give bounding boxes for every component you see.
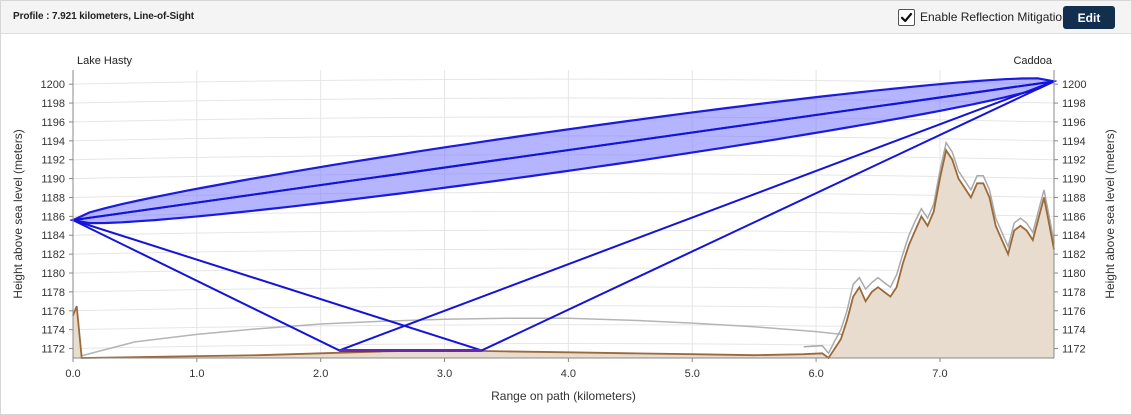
y-tick-label-right: 1198 (1062, 98, 1086, 110)
y-tick-label: 1192 (41, 155, 65, 167)
terrain-clutter-line (803, 140, 1055, 355)
y-tick-label-right: 1188 (1062, 192, 1086, 204)
y-tick-label-right: 1174 (1062, 325, 1086, 337)
chart-labels: Range on path (kilometers) Height above s… (11, 55, 1117, 403)
x-tick-label: 0.0 (65, 368, 80, 380)
checkmark-icon (900, 12, 913, 22)
x-tick-label: 5.0 (685, 368, 700, 380)
y-tick-label-right: 1178 (1062, 287, 1086, 299)
y-tick-label: 1190 (41, 174, 65, 186)
y-tick-label-right: 1200 (1062, 79, 1086, 91)
end-site-label: Caddoa (1013, 55, 1052, 67)
x-tick-label: 7.0 (932, 368, 947, 380)
y-tick-label: 1178 (41, 287, 65, 299)
x-tick-label: 2.0 (313, 368, 328, 380)
x-tick-label: 6.0 (808, 368, 823, 380)
y-axis-title-left: Height above sea level (meters) (11, 129, 25, 298)
terrain-layer (72, 140, 1055, 360)
y-tick-label-right: 1176 (1062, 306, 1086, 318)
y-tick-label: 1198 (41, 98, 65, 110)
y-tick-label-right: 1190 (1062, 174, 1086, 186)
profile-title: Profile : 7.921 kilometers, Line-of-Sigh… (13, 11, 194, 22)
terrain-line (72, 148, 1055, 360)
y-tick-label: 1176 (41, 306, 65, 318)
x-tick-label: 1.0 (189, 368, 204, 380)
profile-toolbar: Profile : 7.921 kilometers, Line-of-Sigh… (1, 1, 1131, 34)
reflection-path (72, 80, 1055, 352)
reflection-mitigation-checkbox[interactable] (898, 8, 915, 26)
y-tick-label: 1196 (41, 117, 65, 129)
y-tick-label-right: 1192 (1062, 155, 1086, 167)
grid-line-y (72, 78, 1055, 85)
y-tick-label-right: 1180 (1062, 268, 1086, 280)
y-tick-label-right: 1194 (1062, 136, 1086, 148)
y-tick-label: 1200 (41, 79, 65, 91)
edit-button[interactable]: Edit (1063, 6, 1115, 29)
y-tick-label-right: 1182 (1062, 249, 1086, 261)
chart-axes: 1172 1172 1174 1174 1176 1176 1178 1178 1180 1180… (41, 70, 1086, 380)
y-tick-label-right: 1186 (1062, 211, 1086, 223)
y-axis-title-right: Height above sea level (meters) (1103, 129, 1117, 298)
y-tick-label: 1180 (41, 268, 65, 280)
y-tick-label: 1174 (41, 325, 65, 337)
x-tick-label: 3.0 (437, 368, 452, 380)
y-tick-label: 1186 (41, 211, 65, 223)
grid-line-y (72, 173, 1055, 180)
y-tick-label: 1188 (41, 192, 65, 204)
x-tick-label: 4.0 (561, 368, 576, 380)
y-tick-label: 1194 (41, 136, 65, 148)
profile-chart: 1172 1172 1174 1174 1176 1176 1178 1178 1180 1180… (11, 55, 1117, 403)
reflection-mitigation-label: Enable Reflection Mitigation (920, 10, 1069, 24)
x-axis-title: Range on path (kilometers) (491, 389, 636, 403)
reflection-path-layer (69, 80, 1055, 352)
y-tick-label: 1184 (41, 230, 65, 242)
start-site-label: Lake Hasty (77, 55, 133, 67)
reflection-mitigation-toggle[interactable]: Enable Reflection Mitigation (898, 8, 1069, 26)
grid-line-y (72, 229, 1055, 236)
y-tick-label-right: 1172 (1062, 344, 1086, 356)
y-tick-label: 1172 (41, 344, 65, 356)
y-tick-label-right: 1184 (1062, 230, 1086, 242)
y-tick-label: 1182 (41, 249, 65, 261)
y-tick-label-right: 1196 (1062, 117, 1086, 129)
grid-line-y (72, 116, 1055, 123)
